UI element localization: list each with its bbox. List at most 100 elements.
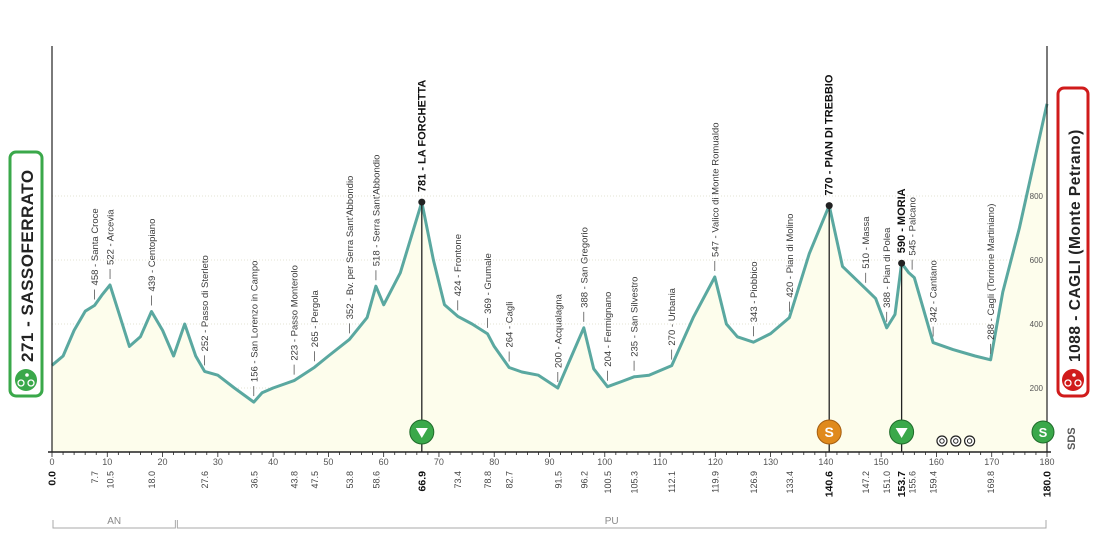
waypoint-km: 133.4 — [785, 471, 795, 494]
start-badge: 271 - SASSOFERRATO — [8, 150, 44, 398]
tunnel-icon — [950, 435, 962, 447]
x-tick-label: 110 — [653, 457, 667, 467]
x-tick-label: 140 — [818, 457, 833, 467]
waypoint-km: 43.8 — [290, 471, 300, 489]
waypoint-km: 78.8 — [483, 471, 493, 489]
waypoint-km: 105.3 — [630, 471, 640, 494]
waypoint-label: 223 - Passo Monterolo — [290, 265, 301, 361]
waypoint-label: 458 - Santa Croce — [90, 208, 101, 285]
waypoint: 547 - Valico di Monte Romualdo 119.9 — [710, 122, 721, 492]
summit-dot — [418, 198, 426, 206]
waypoint-label: 352 - Bv. per Serra Sant'Abbondio — [345, 176, 356, 320]
waypoint-label: 369 - Grumale — [483, 253, 494, 314]
sprint-glyph: S — [825, 424, 834, 440]
waypoint: 204 - Fermignano 100.5 — [603, 292, 614, 494]
cyclist-icon-wheel — [17, 379, 25, 387]
finish-glyph: S — [1039, 425, 1048, 440]
waypoint-label: 343 - Piobbico — [749, 262, 760, 323]
waypoint-label: 547 - Valico di Monte Romualdo — [710, 122, 721, 256]
y-tick-label: 600 — [1030, 256, 1044, 265]
finish-flag-icon — [1031, 420, 1055, 444]
waypoint-km: 66.9 — [416, 471, 428, 492]
waypoint-label: 781 - LA FORCHETTA — [416, 80, 428, 193]
waypoint-km: 153.7 — [896, 471, 908, 497]
x-tick-label: 130 — [763, 457, 778, 467]
waypoint-label: 204 - Fermignano — [603, 292, 614, 367]
waypoint: 439 - Centopiano 18.0 — [147, 219, 158, 489]
waypoint-km: 7.7 — [90, 471, 100, 484]
waypoint-km: 82.7 — [505, 471, 515, 489]
region-label: AN — [107, 516, 121, 527]
waypoint-km: 91.5 — [553, 471, 563, 489]
waypoint-km: 169.8 — [986, 471, 996, 494]
start-town-label: 271 - SASSOFERRATO — [18, 169, 37, 362]
waypoint-km: 180.0 — [1042, 471, 1054, 497]
x-tick-label: 0 — [49, 457, 54, 467]
waypoint-km: 155.6 — [908, 471, 918, 494]
tunnel-icon — [964, 435, 976, 447]
waypoint-km: 36.5 — [249, 471, 259, 489]
x-tick-label: 40 — [268, 457, 278, 467]
waypoint: 156 - San Lorenzo in Campo 36.5 — [249, 261, 260, 489]
start-badge-frame — [8, 150, 44, 398]
waypoint-km: 10.5 — [106, 471, 116, 489]
waypoint: 0.0 — [47, 471, 59, 486]
waypoint-km: 112.1 — [667, 471, 677, 493]
waypoint-label: 590 - MORIA — [896, 188, 908, 253]
waypoint: 770 - PIAN DI TREBBIO 140.6 — [824, 74, 836, 497]
x-tick-label: 180 — [1039, 457, 1054, 467]
x-tick-label: 50 — [323, 457, 333, 467]
waypoint: 223 - Passo Monterolo 43.8 — [290, 265, 301, 488]
sprint-s-icon — [816, 419, 842, 445]
waypoint: 342 - Cantiano 159.4 — [929, 260, 940, 493]
waypoint: 270 - Urbania 112.1 — [667, 287, 678, 493]
cyclist-icon-head — [25, 373, 29, 377]
waypoint-label: 235 - San Silvestro — [630, 277, 641, 357]
waypoint-km: 73.4 — [453, 471, 463, 489]
region-label: PU — [605, 516, 619, 527]
y-tick-label: 800 — [1030, 192, 1044, 201]
waypoints: 458 - Santa Croce 7.7 522 - Arcevia 10.5 439… — [47, 74, 1054, 497]
waypoint-km: 140.6 — [824, 471, 836, 497]
profile-line — [51, 103, 1049, 404]
waypoint-label: 388 - Pian di Polea — [882, 227, 893, 308]
cyclist-icon — [15, 369, 37, 391]
x-tick-label: 150 — [874, 457, 889, 467]
waypoint: 388 - Pian di Polea 151.0 — [882, 227, 893, 494]
waypoint: 522 - Arcevia 10.5 — [106, 209, 117, 489]
waypoint: 458 - Santa Croce 7.7 — [90, 208, 101, 483]
x-tick-label: 20 — [158, 457, 168, 467]
waypoint: 510 - Massa 147.2 — [861, 216, 872, 494]
tunnel-icon-inner — [966, 438, 973, 444]
waypoint: 388 - San Gregorio 96.2 — [579, 227, 590, 488]
axes: 0 10 20 30 40 50 60 70 80 90 100 110 120 130 140 150 160… — [48, 46, 1055, 467]
gpm-triangle-glyph — [415, 428, 428, 438]
waypoint: 781 - LA FORCHETTA 66.9 — [416, 80, 428, 492]
cyclist-icon-wheel — [1074, 379, 1082, 387]
x-tick-label: 170 — [984, 457, 999, 467]
waypoint-label: 522 - Arcevia — [106, 209, 117, 265]
finish-badge: 1088 - CAGLI (Monte Petrano) — [1056, 86, 1090, 398]
x-tick-label: 90 — [544, 457, 554, 467]
waypoint-label: 439 - Centopiano — [147, 219, 158, 292]
waypoint-label: 265 - Pergola — [310, 289, 321, 347]
waypoint: 518 - Serra Sant'Abbondio 58.6 — [371, 155, 382, 489]
waypoint-label: 270 - Urbania — [667, 287, 678, 345]
waypoint: 343 - Piobbico 126.9 — [749, 262, 760, 494]
waypoint-km: 53.8 — [345, 471, 355, 489]
cyclist-icon-wheel — [27, 379, 35, 387]
watermark: SDS — [1066, 427, 1078, 450]
waypoint-label: 264 - Cagli — [505, 302, 516, 348]
waypoint-label: 156 - San Lorenzo in Campo — [249, 261, 260, 382]
waypoint-label: 545 - Palcano — [908, 197, 919, 256]
region-bracket — [176, 520, 1047, 529]
waypoint-km: 96.2 — [579, 471, 589, 489]
waypoint-km: 18.0 — [147, 471, 157, 489]
waypoint-label: 342 - Cantiano — [929, 260, 940, 322]
waypoint: 288 - Cagli (Torrione Martiniano) 169.8 — [986, 204, 997, 494]
finish-town-label: 1088 - CAGLI (Monte Petrano) — [1067, 129, 1084, 362]
waypoint: 424 - Frontone 73.4 — [453, 234, 464, 489]
waypoint-label: 420 - Pian di Molino — [785, 214, 796, 298]
